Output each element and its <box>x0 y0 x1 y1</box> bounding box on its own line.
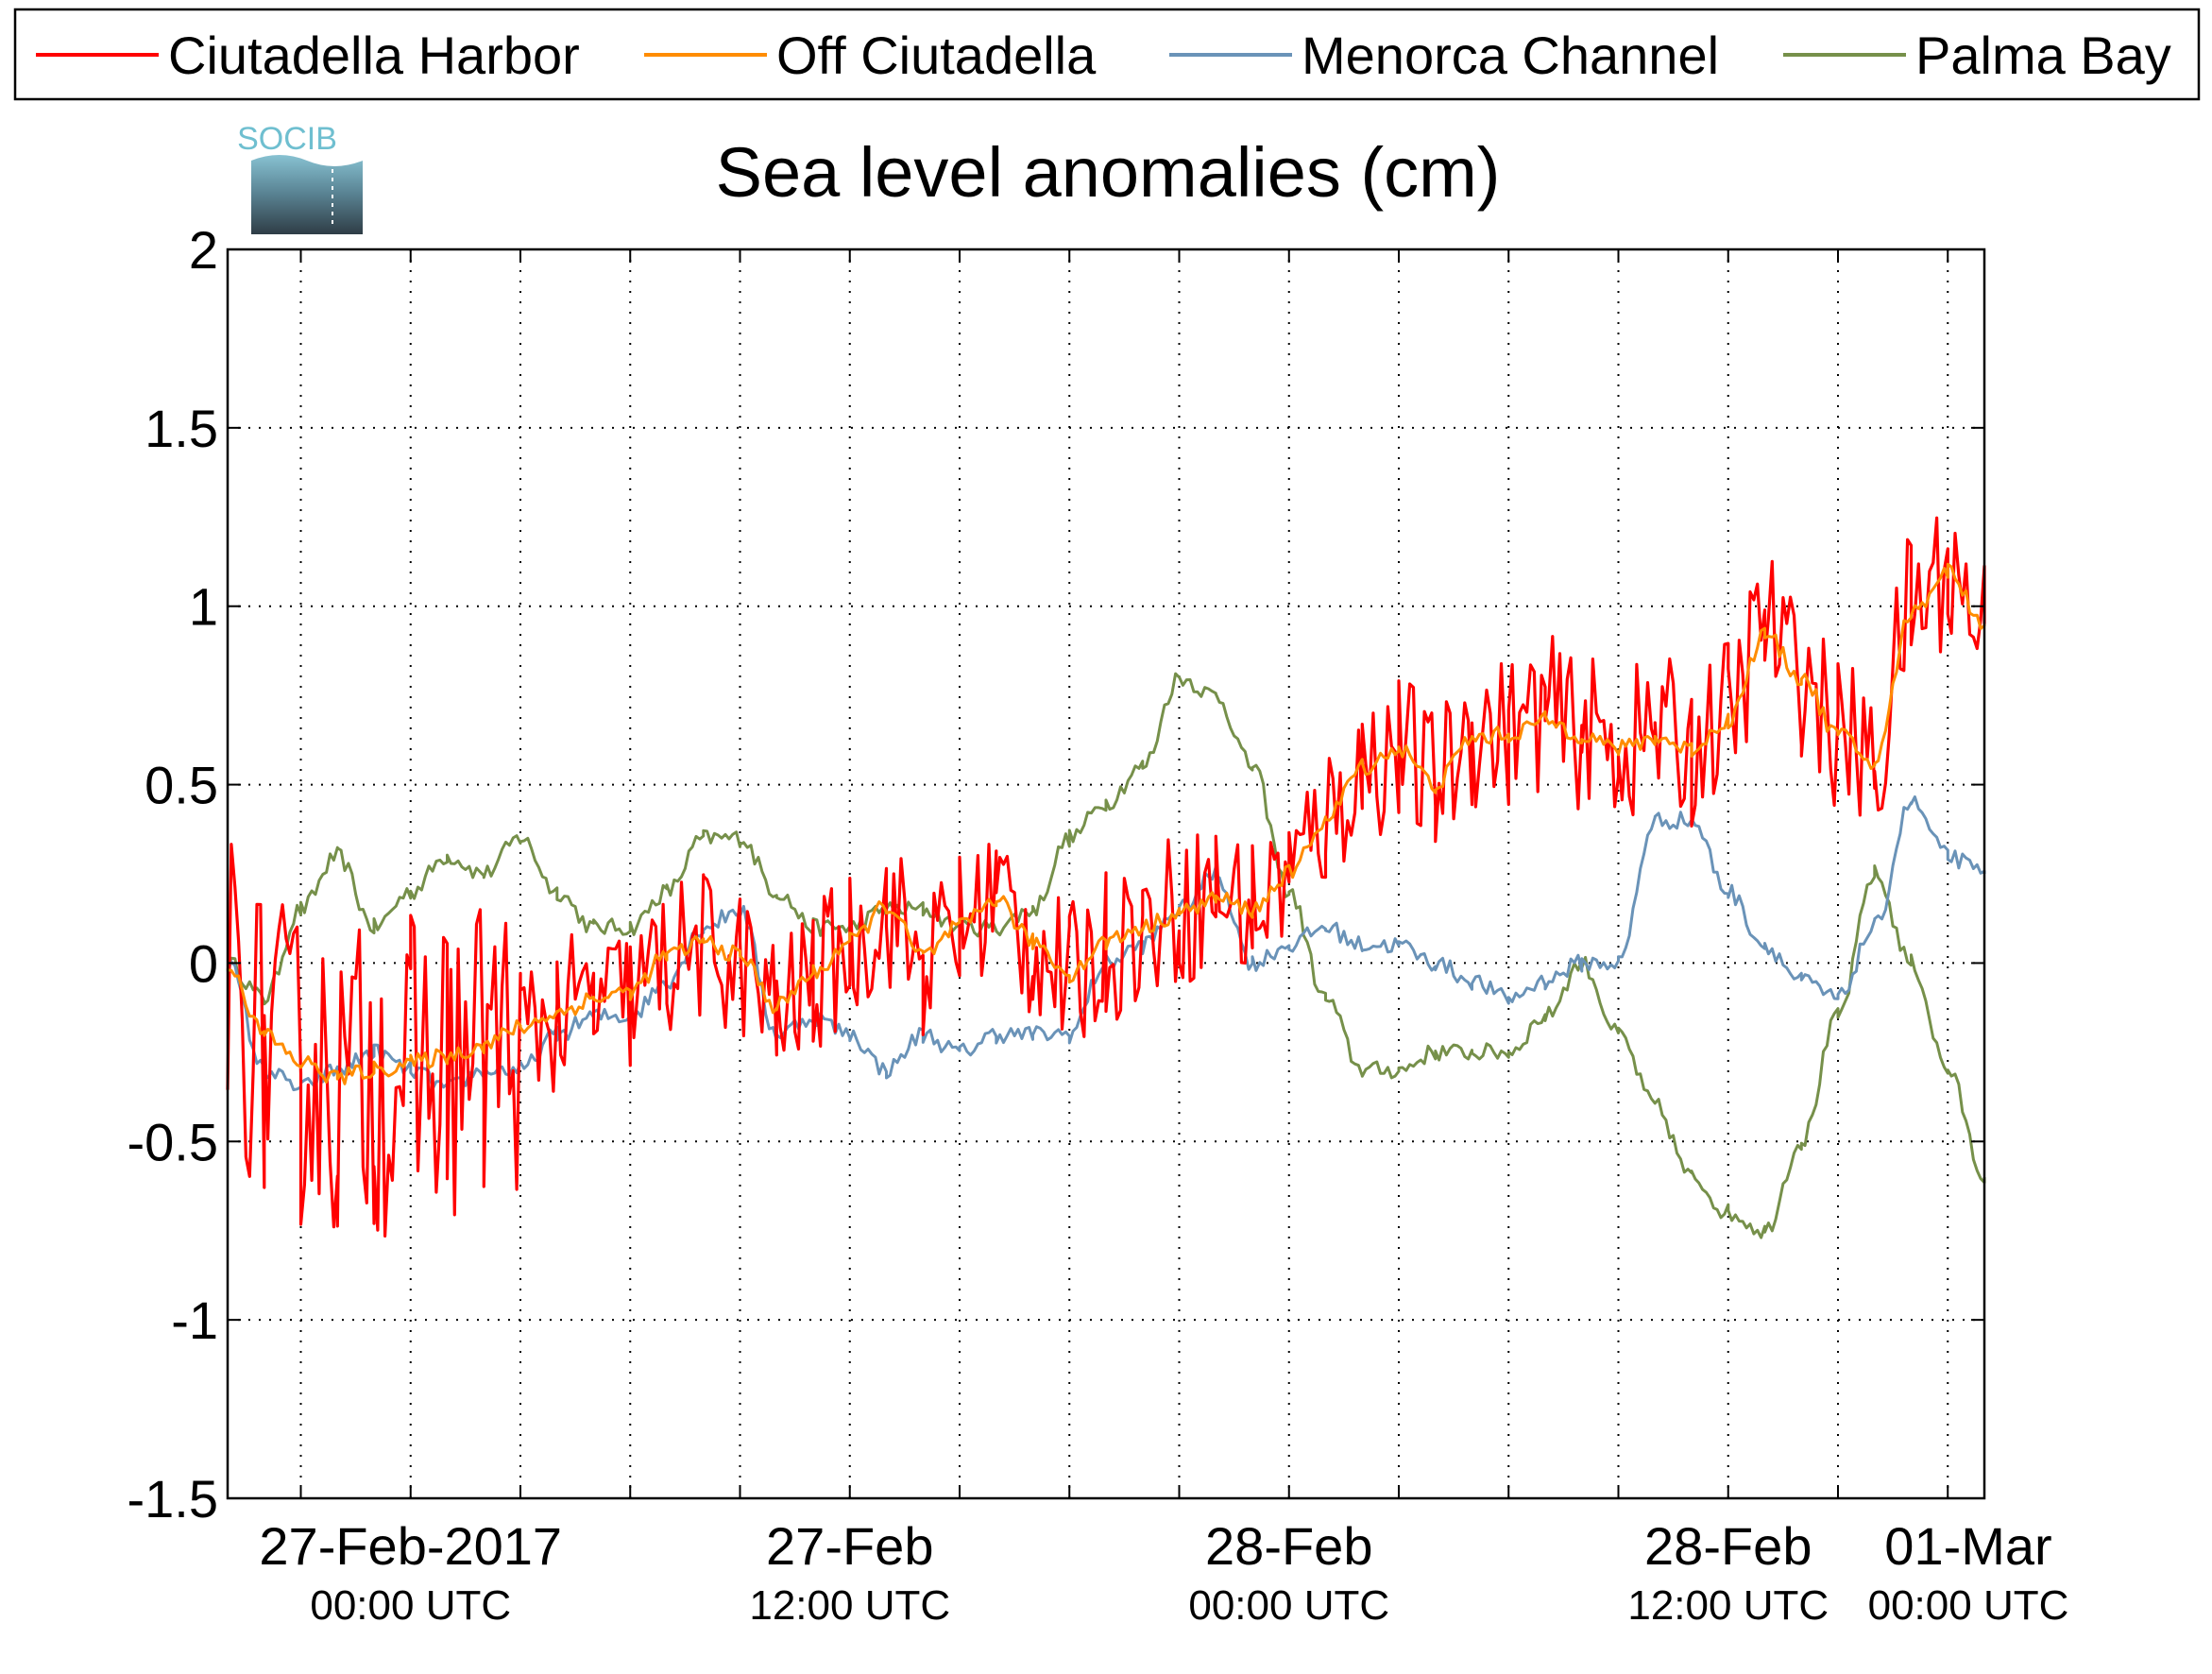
x-tick-label-time: 00:00 UTC <box>310 1582 511 1629</box>
legend: Ciutadella Harbor Off Ciutadella Menorca… <box>13 8 2201 101</box>
legend-label: Ciutadella Harbor <box>168 26 580 85</box>
x-tick-label-date: 28-Feb <box>1205 1516 1372 1576</box>
series-line-ciutadella-harbor <box>226 516 1986 1238</box>
socib-logo: SOCIB <box>237 121 363 234</box>
series-line-palma-bay <box>226 672 1986 1239</box>
series-line-off-ciutadella <box>227 562 1986 1085</box>
plot-frame <box>226 248 1986 1500</box>
axes: 2 1.5 1 0.5 0 -0.5 -1 -1.5 27-Feb-2017 00:00 UTC 2… <box>128 220 2069 1629</box>
legend-label: Off Ciutadella <box>776 26 1097 85</box>
legend-entry: Palma Bay <box>1783 26 2171 85</box>
x-tick-label-date: 27-Feb <box>766 1516 933 1576</box>
legend-entry: Ciutadella Harbor <box>36 26 580 85</box>
y-tick-label: 2 <box>189 220 218 280</box>
legend-label: Menorca Channel <box>1302 26 1719 85</box>
legend-entry: Menorca Channel <box>1169 26 1719 85</box>
x-tick-label-time: 12:00 UTC <box>749 1582 950 1629</box>
logo-text: SOCIB <box>237 121 337 157</box>
series-layer <box>226 516 1986 1239</box>
chart-title: Sea level anomalies (cm) <box>716 133 1501 212</box>
x-tick-label-time: 12:00 UTC <box>1627 1582 1829 1629</box>
y-tick-label: -1.5 <box>128 1469 219 1529</box>
y-tick-label: 1 <box>189 577 218 637</box>
x-tick-label-date: 01-Mar <box>1884 1516 2051 1576</box>
x-tick-label-time: 00:00 UTC <box>1188 1582 1389 1629</box>
y-tick-label: -0.5 <box>128 1112 219 1171</box>
x-tick-label-time: 00:00 UTC <box>1868 1582 2069 1629</box>
y-tick-label: 0 <box>189 933 218 993</box>
x-tick-label-date: 28-Feb <box>1644 1516 1812 1576</box>
y-tick-label: -1 <box>171 1290 218 1350</box>
x-tick-label-date: 27-Feb-2017 <box>259 1516 562 1576</box>
y-tick-label: 1.5 <box>145 399 218 458</box>
legend-entry: Off Ciutadella <box>644 26 1097 85</box>
y-tick-label: 0.5 <box>145 756 218 815</box>
legend-label: Palma Bay <box>1915 26 2171 85</box>
